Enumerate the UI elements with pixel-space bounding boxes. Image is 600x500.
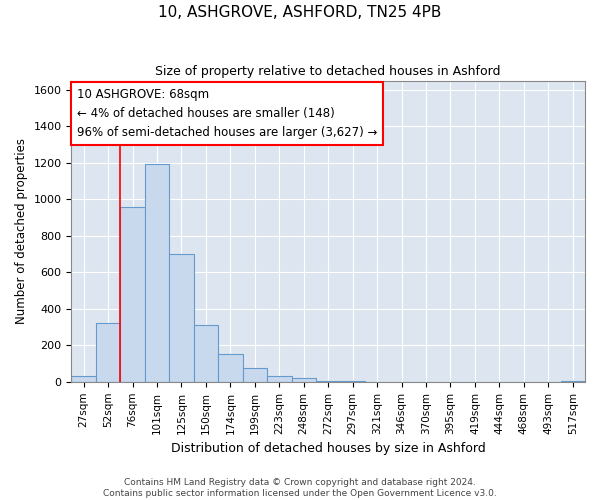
Text: 10 ASHGROVE: 68sqm
← 4% of detached houses are smaller (148)
96% of semi-detache: 10 ASHGROVE: 68sqm ← 4% of detached hous… bbox=[77, 88, 377, 139]
Bar bbox=[96, 324, 121, 382]
Y-axis label: Number of detached properties: Number of detached properties bbox=[15, 138, 28, 324]
X-axis label: Distribution of detached houses by size in Ashford: Distribution of detached houses by size … bbox=[171, 442, 485, 455]
Title: Size of property relative to detached houses in Ashford: Size of property relative to detached ho… bbox=[155, 65, 501, 78]
Bar bbox=[292, 378, 316, 382]
Bar bbox=[194, 325, 218, 382]
Text: Contains HM Land Registry data © Crown copyright and database right 2024.
Contai: Contains HM Land Registry data © Crown c… bbox=[103, 478, 497, 498]
Bar bbox=[169, 254, 194, 382]
Bar bbox=[340, 381, 365, 382]
Text: 10, ASHGROVE, ASHFORD, TN25 4PB: 10, ASHGROVE, ASHFORD, TN25 4PB bbox=[158, 5, 442, 20]
Bar bbox=[121, 206, 145, 382]
Bar bbox=[316, 381, 340, 382]
Bar bbox=[71, 376, 96, 382]
Bar bbox=[218, 354, 242, 382]
Bar bbox=[560, 381, 585, 382]
Bar bbox=[145, 164, 169, 382]
Bar bbox=[242, 368, 267, 382]
Bar bbox=[267, 376, 292, 382]
